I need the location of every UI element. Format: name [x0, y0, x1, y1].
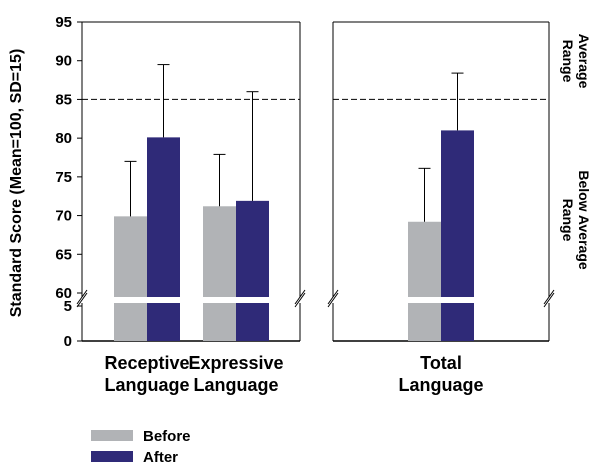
bar-before-1 [203, 206, 236, 341]
side-label-average: AverageRange [560, 34, 592, 89]
category-label-0-0: Receptive [104, 353, 189, 373]
error-bars [124, 64, 464, 222]
y-axis-ticks: 95 90 85 80 75 70 65 605 0 [55, 14, 82, 350]
break-slash-0-0-a [76, 292, 88, 308]
axis-breaks [76, 289, 555, 308]
tick-label-upper-0: 95 [55, 14, 72, 31]
tick-label-upper-2: 85 [55, 91, 72, 108]
break-gap-1 [334, 297, 549, 303]
labels: Standard Score (Mean=100, SD=15) Receptiv… [8, 34, 592, 395]
bar-after-2 [441, 130, 474, 341]
break-slash-0-1-b [294, 289, 306, 305]
bar-before-0 [114, 216, 147, 341]
tick-label-upper-4: 75 [55, 169, 72, 186]
category-label-0-1: Language [104, 375, 189, 395]
tick-label-upper-6: 65 [55, 246, 72, 263]
side-label-average-line-0: Average [576, 34, 592, 89]
break-slash-0-0-b [76, 289, 88, 305]
bar-after-1 [236, 200, 269, 341]
category-label-1-1: Language [193, 375, 278, 395]
bars [114, 130, 474, 341]
legend-swatch-after [91, 451, 133, 462]
side-label-below-average-line-1: Range [560, 199, 576, 242]
side-label-below-average: Below AverageRange [560, 170, 592, 270]
tick-label-upper-3: 80 [55, 130, 72, 147]
category-label-2-1: Language [398, 375, 483, 395]
y-axis-label: Standard Score (Mean=100, SD=15) [8, 49, 25, 318]
side-label-below-average-line-0: Below Average [576, 170, 592, 270]
tick-label-upper-1: 90 [55, 53, 72, 70]
tick-label-upper-7: 60 [55, 285, 72, 302]
legend: Before After [91, 428, 191, 466]
break-slash-1-1-b [543, 289, 555, 305]
bar-after-0 [147, 137, 180, 341]
tick-label-lower-1: 0 [64, 333, 72, 350]
break-gap-0 [83, 297, 300, 303]
break-slash-0-1-a [294, 292, 306, 308]
break-slash-1-1-a [543, 292, 555, 308]
break-slash-1-0-b [327, 289, 339, 305]
legend-label-before: Before [143, 428, 191, 445]
break-slash-1-0-a [327, 292, 339, 308]
legend-label-after: After [143, 449, 178, 466]
bar-before-2 [408, 221, 441, 341]
category-label-1-0: Expressive [188, 353, 283, 373]
tick-label-upper-5: 70 [55, 208, 72, 225]
side-label-average-line-1: Range [560, 40, 576, 83]
category-label-2-0: Total [420, 353, 462, 373]
legend-swatch-before [91, 430, 133, 441]
tick-label-lower-0: 5 [64, 298, 72, 315]
